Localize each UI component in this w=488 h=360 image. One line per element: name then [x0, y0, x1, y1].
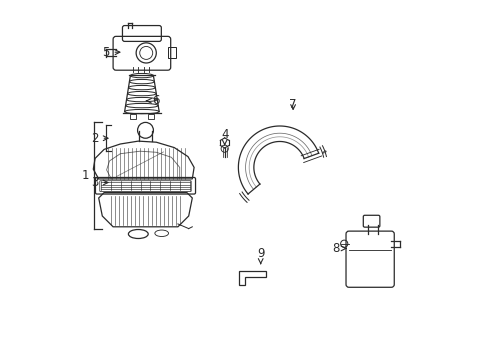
Text: 1: 1 — [81, 169, 89, 182]
Text: 3: 3 — [91, 176, 108, 189]
Text: 6: 6 — [146, 94, 160, 107]
Text: 8: 8 — [332, 242, 346, 255]
Text: 7: 7 — [289, 98, 296, 111]
Bar — [130, 114, 136, 119]
Text: 9: 9 — [256, 247, 264, 264]
Text: 4: 4 — [221, 129, 228, 145]
Bar — [148, 114, 153, 119]
Text: 2: 2 — [91, 132, 108, 145]
Text: 5: 5 — [102, 46, 120, 59]
Bar — [167, 47, 175, 58]
